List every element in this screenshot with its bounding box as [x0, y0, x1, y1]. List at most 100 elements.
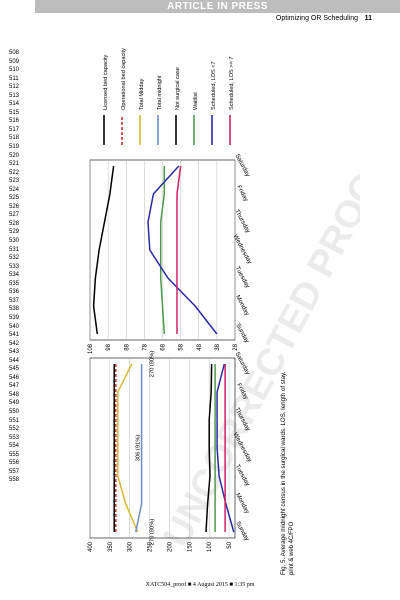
data-annotation: 306 (91%)	[135, 435, 141, 462]
legend-label: Scheduled, LOS <7	[211, 61, 217, 110]
figure-5: UNCORRECTED PROOF Licensed bed capacity O…	[88, 48, 360, 575]
legend-item: Waitlist	[193, 92, 199, 145]
series-line	[216, 363, 235, 533]
y-tick-label: 100	[207, 541, 213, 552]
line-number: 521	[9, 161, 20, 168]
chart-left-annotations: 270 (80%) 306 (91%) 270 (80%)	[135, 351, 155, 546]
legend-label: Operational bed capacity	[121, 48, 127, 110]
line-number: 524	[9, 186, 20, 193]
line-number: 528	[9, 220, 20, 227]
line-number: 518	[9, 135, 20, 142]
watermark: UNCORRECTED PROOF	[156, 145, 360, 554]
line-number: 510	[9, 67, 20, 74]
line-number: 520	[9, 152, 20, 159]
line-number: 508	[9, 50, 20, 56]
page-number: 11	[364, 15, 372, 22]
legend-label: Total Midday	[139, 78, 145, 110]
chart-right: 108 98 88 78 68 58 48 38 28 SundayMondayTuesdayW…	[88, 153, 253, 354]
line-number: 551	[9, 417, 20, 424]
line-number: 553	[9, 434, 20, 441]
legend-item: Total Midday	[139, 78, 145, 145]
legend-label: Not surgical case	[175, 67, 181, 110]
line-number: 516	[9, 118, 20, 125]
chart-right-series	[92, 165, 218, 335]
article-in-press-banner: ARTICLE IN PRESS	[35, 0, 400, 13]
legend-item: Total midnight	[157, 75, 163, 145]
line-numbers: 508 509 510 511 512 513 514 515 516 517 518 519 520 5…	[9, 49, 19, 485]
chart-right-gridlines	[89, 160, 236, 340]
data-annotation: 270 (80%)	[150, 351, 156, 378]
y-tick-label: 50	[227, 541, 233, 548]
print-note-group: print & web 4C/FPO	[289, 521, 295, 575]
print-note: print & web 4C/FPO	[289, 521, 295, 575]
line-number: 529	[9, 229, 20, 236]
line-number: 535	[9, 280, 20, 287]
line-number: 525	[9, 195, 20, 202]
line-number: 533	[9, 263, 20, 270]
line-number: 509	[9, 58, 20, 65]
series-line	[117, 363, 139, 533]
series-line	[92, 165, 115, 335]
line-number: 552	[9, 426, 20, 433]
line-number: 539	[9, 314, 20, 321]
y-tick-label: 48	[197, 343, 203, 350]
line-number: 522	[9, 169, 20, 176]
line-number: 556	[9, 460, 20, 467]
day-label: Sunday	[234, 322, 250, 345]
y-tick-label: 300	[128, 541, 134, 552]
footer-proof-stamp: XATC504_proof ■ 4 August 2015 ■ 1:35 pm	[145, 582, 255, 588]
day-label: Tuesday	[234, 463, 252, 488]
legend-label: Scheduled, LOS >= 7	[229, 57, 235, 111]
y-tick-label: 400	[88, 541, 94, 552]
legend-item: Scheduled, LOS >= 7	[229, 57, 235, 145]
running-head: Optimizing OR Scheduling	[275, 15, 358, 22]
line-number: 547	[9, 383, 20, 390]
day-label: Friday	[235, 184, 250, 203]
legend-series: Licensed bed capacity Operational bed cap…	[103, 48, 235, 145]
line-number: 546	[9, 374, 20, 381]
line-number: 554	[9, 443, 20, 450]
line-number: 540	[9, 323, 20, 330]
line-number: 544	[9, 357, 20, 364]
line-number: 517	[9, 126, 20, 133]
line-number: 519	[9, 144, 20, 151]
series-line	[147, 165, 218, 335]
y-tick-label: 200	[167, 541, 173, 552]
y-tick-label: 150	[187, 541, 193, 552]
line-number: 514	[9, 101, 20, 108]
y-tick-label: 98	[106, 343, 112, 350]
watermark-text: UNCORRECTED PROOF	[156, 145, 360, 554]
chart-right-y-ticks: 108 98 88 78 68 58 48 38 28	[88, 343, 239, 354]
line-number: 534	[9, 272, 20, 279]
series-line	[205, 363, 213, 533]
y-tick-label: 68	[161, 343, 167, 350]
day-label: Monday	[234, 492, 251, 516]
line-number: 549	[9, 400, 20, 407]
line-number: 548	[9, 391, 20, 398]
y-tick-label: 28	[233, 343, 239, 350]
line-number: 538	[9, 306, 20, 313]
data-annotation: 270 (80%)	[150, 519, 156, 546]
legend-item: Operational bed capacity	[121, 48, 127, 145]
line-number: 543	[9, 349, 20, 356]
line-number: 531	[9, 246, 20, 253]
line-number: 532	[9, 255, 20, 262]
line-number: 542	[9, 340, 20, 347]
line-number: 526	[9, 203, 20, 210]
day-label: Tuesday	[234, 265, 252, 290]
series-line	[176, 165, 182, 334]
line-number: 515	[9, 109, 20, 116]
line-number: 536	[9, 289, 20, 296]
legend-item: Scheduled, LOS <7	[211, 61, 217, 145]
line-number: 545	[9, 366, 20, 373]
chart-left-y-ticks: 400 350 300 250 200 150 100 50	[88, 541, 233, 552]
line-number: 541	[9, 332, 20, 339]
day-label: Saturday	[233, 153, 251, 179]
figure-caption: Fig. 5. Average midnight census in the s…	[280, 371, 287, 575]
banner-text: ARTICLE IN PRESS	[167, 1, 268, 12]
line-number: 530	[9, 238, 20, 245]
legend-label: Waitlist	[193, 92, 199, 110]
figure-caption-text: Fig. 5. Average midnight census in the s…	[280, 371, 287, 575]
legend: Licensed bed capacity Operational bed cap…	[103, 48, 235, 145]
line-number: 550	[9, 408, 20, 415]
